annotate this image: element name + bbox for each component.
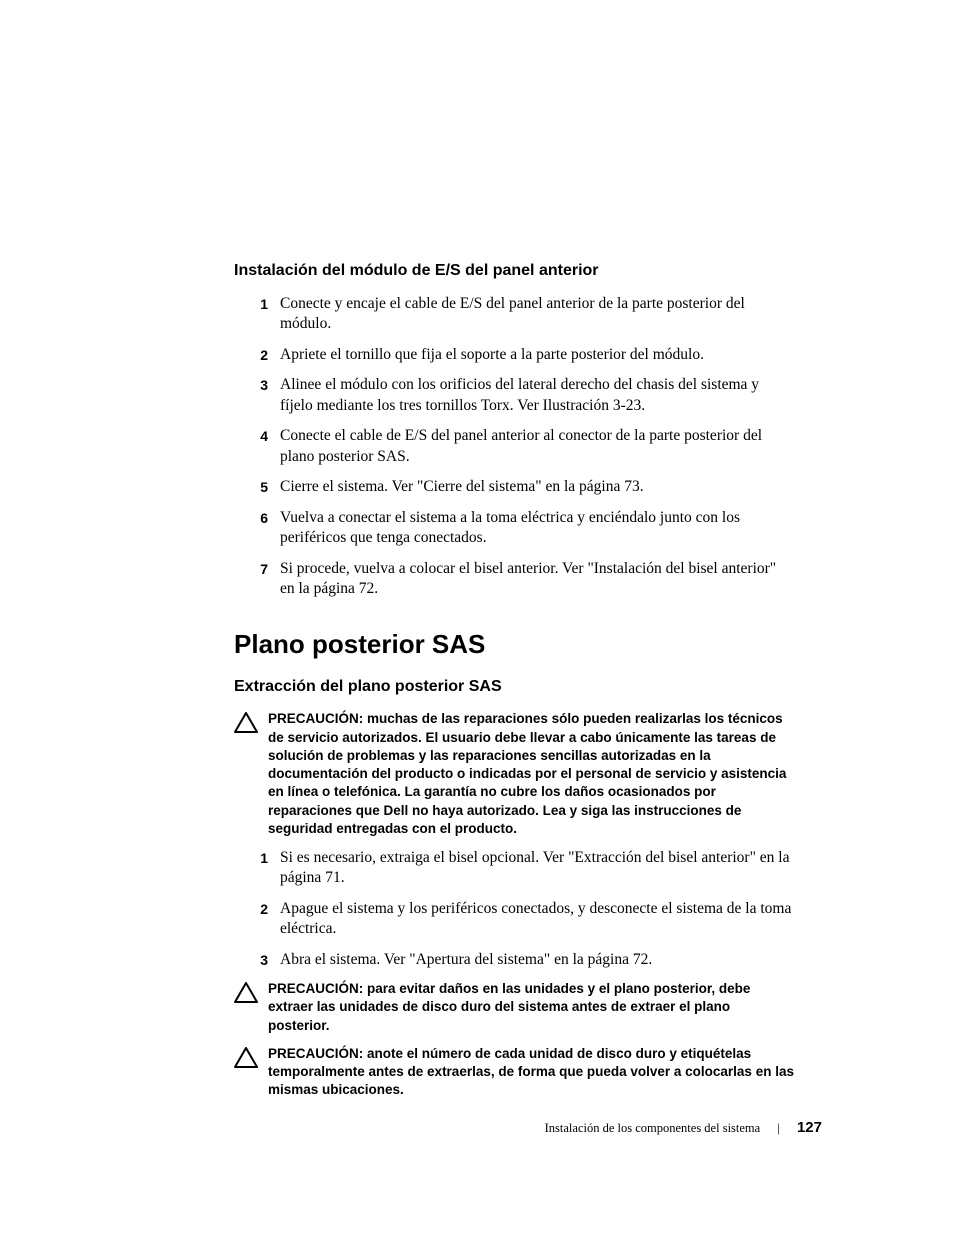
- step-text: Apriete el tornillo que fija el soporte …: [280, 345, 794, 365]
- caution-body: muchas de las reparaciones sólo pueden r…: [268, 711, 786, 835]
- caution-icon: [234, 980, 268, 1035]
- caution-icon: [234, 710, 268, 838]
- list-item: 2 Apriete el tornillo que fija el soport…: [234, 345, 794, 365]
- step-text: Conecte y encaje el cable de E/S del pan…: [280, 294, 794, 335]
- list-item: 6 Vuelva a conectar el sistema a la toma…: [234, 508, 794, 549]
- list-item: 3 Alinee el módulo con los orificios del…: [234, 375, 794, 416]
- footer-text: Instalación de los componentes del siste…: [545, 1121, 761, 1135]
- caution-text: PRECAUCIÓN: para evitar daños en las uni…: [268, 980, 794, 1035]
- step-number: 4: [234, 426, 280, 467]
- section2-title: Plano posterior SAS: [234, 629, 794, 660]
- step-number: 3: [234, 950, 280, 970]
- section1-steps: 1 Conecte y encaje el cable de E/S del p…: [234, 294, 794, 599]
- step-text: Vuelva a conectar el sistema a la toma e…: [280, 508, 794, 549]
- page: Instalación del módulo de E/S del panel …: [0, 0, 954, 1235]
- caution-label: PRECAUCIÓN:: [268, 1046, 367, 1061]
- footer-separator: |: [777, 1121, 780, 1135]
- caution-block: PRECAUCIÓN: muchas de las reparaciones s…: [234, 710, 794, 838]
- step-number: 5: [234, 477, 280, 497]
- step-text: Si procede, vuelva a colocar el bisel an…: [280, 559, 794, 600]
- section1-heading: Instalación del módulo de E/S del panel …: [234, 262, 794, 280]
- section2-subheading: Extracción del plano posterior SAS: [234, 678, 794, 696]
- step-number: 2: [234, 345, 280, 365]
- list-item: 1 Si es necesario, extraiga el bisel opc…: [234, 848, 794, 889]
- caution-icon: [234, 1045, 268, 1100]
- caution-text: PRECAUCIÓN: anote el número de cada unid…: [268, 1045, 794, 1100]
- step-text: Conecte el cable de E/S del panel anteri…: [280, 426, 794, 467]
- step-number: 2: [234, 899, 280, 940]
- list-item: 3 Abra el sistema. Ver "Apertura del sis…: [234, 950, 794, 970]
- page-footer: Instalación de los componentes del siste…: [545, 1119, 822, 1136]
- step-text: Apague el sistema y los periféricos cone…: [280, 899, 794, 940]
- caution-text: PRECAUCIÓN: muchas de las reparaciones s…: [268, 710, 794, 838]
- step-text: Cierre el sistema. Ver "Cierre del siste…: [280, 477, 794, 497]
- step-text: Abra el sistema. Ver "Apertura del siste…: [280, 950, 794, 970]
- list-item: 1 Conecte y encaje el cable de E/S del p…: [234, 294, 794, 335]
- list-item: 4 Conecte el cable de E/S del panel ante…: [234, 426, 794, 467]
- list-item: 7 Si procede, vuelva a colocar el bisel …: [234, 559, 794, 600]
- section2-steps: 1 Si es necesario, extraiga el bisel opc…: [234, 848, 794, 970]
- list-item: 2 Apague el sistema y los periféricos co…: [234, 899, 794, 940]
- step-number: 6: [234, 508, 280, 549]
- step-number: 1: [234, 294, 280, 335]
- caution-block: PRECAUCIÓN: anote el número de cada unid…: [234, 1045, 794, 1100]
- content-area: Instalación del módulo de E/S del panel …: [234, 262, 794, 1110]
- list-item: 5 Cierre el sistema. Ver "Cierre del sis…: [234, 477, 794, 497]
- caution-label: PRECAUCIÓN:: [268, 981, 367, 996]
- step-number: 1: [234, 848, 280, 889]
- page-number: 127: [797, 1119, 822, 1136]
- caution-label: PRECAUCIÓN:: [268, 711, 367, 726]
- step-text: Alinee el módulo con los orificios del l…: [280, 375, 794, 416]
- step-number: 3: [234, 375, 280, 416]
- step-number: 7: [234, 559, 280, 600]
- step-text: Si es necesario, extraiga el bisel opcio…: [280, 848, 794, 889]
- caution-block: PRECAUCIÓN: para evitar daños en las uni…: [234, 980, 794, 1035]
